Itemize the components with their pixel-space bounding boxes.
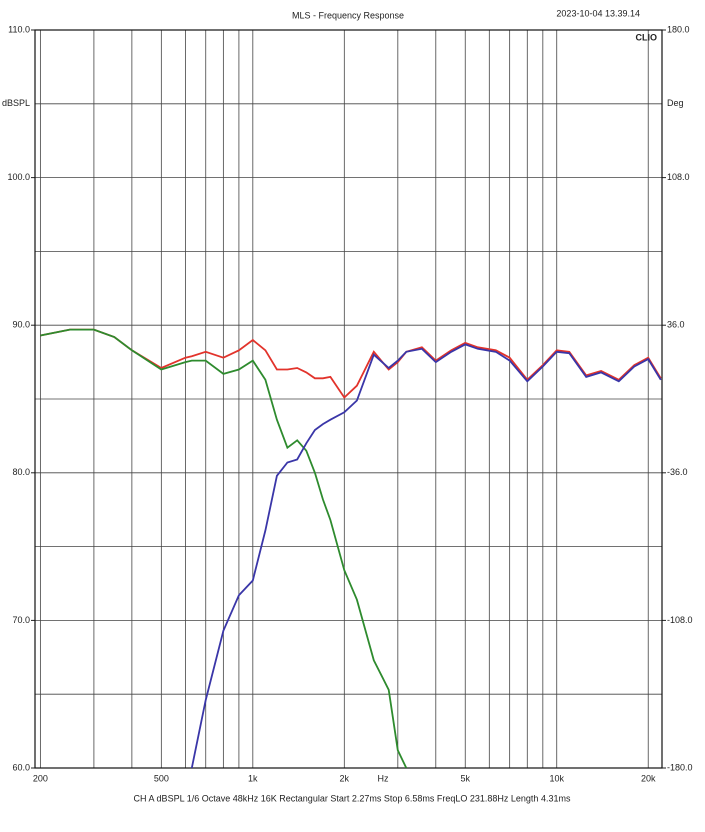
series-line [40,328,408,768]
x-tick-label: 5k [460,773,470,783]
x-tick-label: 20k [641,773,656,783]
y-tick-label: 110.0 [8,24,30,34]
y-tick-label: 60.0 [12,762,30,772]
y-axis-label: dBSPL [2,98,30,108]
brand: CLIO [636,32,658,42]
y2-tick-label: 36.0 [667,320,685,330]
y2-tick-label: -36.0 [667,467,688,477]
y-tick-label: 100.0 [7,172,30,182]
x-tick-label: 500 [154,773,169,783]
y-tick-label: 70.0 [12,615,30,625]
series-line [40,328,662,399]
timestamp: 2023-10-04 13.39.14 [556,8,640,18]
y2-tick-label: 180.0 [667,24,690,34]
x-tick-label: 200 [33,773,48,783]
x-tick-label: 1k [248,773,258,783]
x-tick-label: 2k [340,773,350,783]
footer: CH A dBSPL 1/6 Octave 48kHz 16K Rectangu… [134,793,571,803]
x-axis-label: Hz [378,773,389,783]
plot-frame [34,29,663,769]
y-tick-label: 90.0 [12,320,30,330]
y2-tick-label: 108.0 [667,172,690,182]
y-tick-label: 80.0 [12,467,30,477]
y2-axis-label: Deg [667,98,684,108]
chart-title: MLS - Frequency Response [292,10,404,20]
x-tick-label: 10k [549,773,564,783]
y2-tick-label: -180.0 [667,762,693,772]
series-line [190,343,662,768]
y2-tick-label: -108.0 [667,615,693,625]
